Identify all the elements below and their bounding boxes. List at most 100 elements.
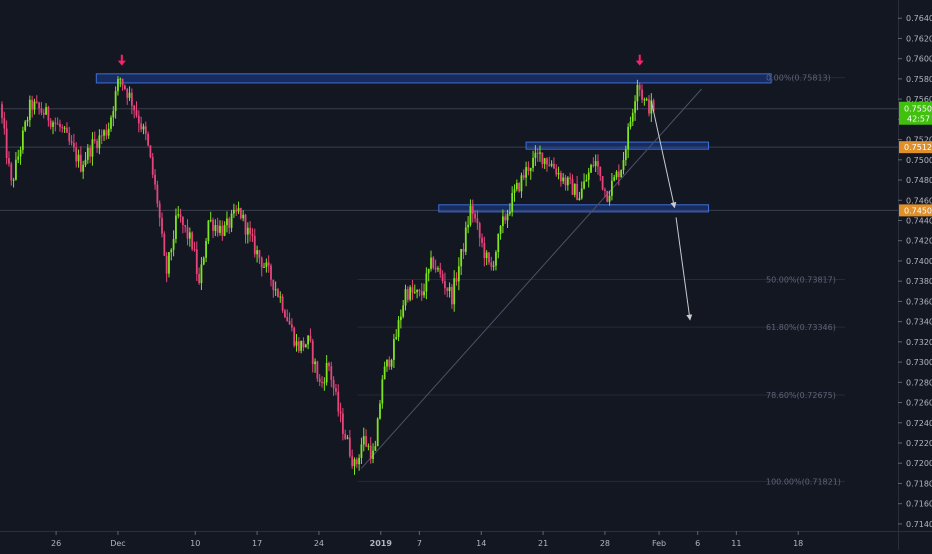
candle-body: [175, 215, 177, 239]
price-tick-label: 0.71400: [906, 520, 932, 529]
candle-body: [40, 108, 43, 113]
candle-body: [251, 233, 254, 236]
supply-demand-zones[interactable]: [95, 73, 772, 213]
candle-body: [399, 316, 402, 321]
candle-body: [576, 183, 579, 201]
candle-body: [427, 268, 430, 274]
candle-body: [137, 115, 140, 124]
candle-body: [277, 289, 279, 297]
candle-body: [105, 130, 108, 136]
candle-body: [318, 378, 321, 382]
down-arrow-icon: [117, 60, 126, 66]
candle-body: [353, 459, 356, 467]
candle-body: [534, 152, 537, 158]
down-arrow-icon: [635, 60, 644, 66]
candle-body: [460, 249, 463, 267]
candle-body: [246, 227, 249, 235]
candle-body: [258, 250, 261, 258]
candle-body: [21, 130, 24, 150]
candle-body: [406, 289, 409, 300]
candle-body: [226, 218, 228, 226]
candle-body: [641, 89, 643, 100]
current-price-label: 0.75505: [904, 105, 932, 114]
candle-body: [130, 92, 133, 106]
candle-body: [585, 179, 588, 182]
candle-body: [286, 317, 289, 321]
time-tick-label: 14: [476, 539, 486, 548]
candle-body: [652, 100, 655, 112]
projection-arrow[interactable]: [675, 217, 693, 321]
candle-body: [580, 188, 583, 199]
candle-body: [492, 265, 495, 267]
fib-level-label: 78.60%(0.72675): [766, 391, 836, 400]
candle-body: [522, 175, 525, 178]
candle-body: [233, 209, 235, 214]
price-zone-rectangle[interactable]: [95, 73, 772, 84]
fibonacci-retracement[interactable]: 0.00%(0.75813) 50.00%(0.73817) 61.80%(0.73…: [357, 74, 845, 487]
candle-body: [562, 177, 565, 182]
candle-body: [59, 123, 61, 128]
candle-body: [335, 388, 337, 392]
candle-body: [441, 274, 444, 282]
candle-body: [89, 147, 92, 157]
candle-body: [362, 436, 365, 445]
candle-body: [207, 220, 210, 242]
time-tick-label: 11: [731, 539, 741, 548]
candle-body: [409, 287, 412, 300]
candle-body: [351, 456, 354, 467]
candle-body: [181, 216, 184, 226]
candle-body: [3, 117, 6, 129]
candle-body: [457, 266, 460, 282]
candle-body: [309, 335, 312, 341]
candle-body: [518, 182, 521, 192]
time-tick-label: 18: [793, 539, 803, 548]
candle-body: [583, 181, 585, 189]
candle-body: [168, 252, 170, 274]
candle-body: [381, 379, 384, 404]
time-axis[interactable]: 26 Dec 10 17 24 2019 7 14 21 28 Feb 6 11 18: [0, 531, 932, 548]
candle-body: [297, 341, 300, 351]
time-tick-label: 7: [417, 539, 422, 548]
time-tick-label: 24: [314, 539, 324, 548]
candle-body: [515, 182, 518, 190]
candle-body: [205, 241, 207, 258]
candle-body: [66, 127, 68, 133]
time-tick-label: Dec: [110, 539, 125, 548]
candle-body: [608, 195, 611, 202]
candle-body: [573, 183, 576, 195]
rising-trendline[interactable]: [361, 88, 702, 469]
candle-body: [613, 177, 616, 181]
candle-body: [19, 149, 22, 157]
candle-body: [650, 100, 653, 114]
price-axis[interactable]: 0.764000.762000.760000.758000.756000.754…: [898, 0, 932, 550]
candle-body: [504, 216, 507, 221]
candle-body: [265, 262, 268, 267]
candle-body: [184, 225, 187, 227]
candle-body: [411, 287, 414, 293]
candle-body: [360, 444, 363, 458]
projection-arrow[interactable]: [650, 101, 677, 209]
candle-body: [478, 223, 481, 238]
candle-body: [15, 159, 17, 180]
candle-body: [1, 104, 3, 118]
candle-body: [193, 249, 196, 251]
candle-body: [200, 264, 203, 284]
price-zone-rectangle[interactable]: [438, 204, 710, 213]
candle-body: [325, 362, 328, 383]
candle-body: [437, 268, 439, 270]
projection-arrows[interactable]: [650, 101, 693, 321]
candle-body: [413, 292, 416, 294]
candle-body: [610, 180, 613, 196]
candle-body: [513, 189, 516, 193]
price-zone-rectangle[interactable]: [525, 141, 710, 150]
candle-body: [341, 413, 344, 434]
trendline-layer[interactable]: [361, 88, 702, 469]
candle-body: [416, 290, 419, 293]
candle-body: [98, 135, 101, 149]
